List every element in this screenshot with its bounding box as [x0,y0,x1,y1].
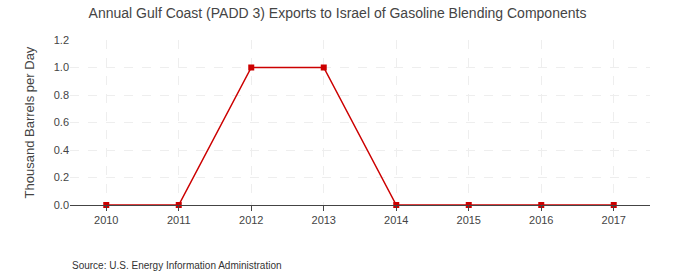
svg-text:0.6: 0.6 [54,116,69,128]
svg-text:Thousand Barrels per Day: Thousand Barrels per Day [22,46,37,198]
svg-text:2010: 2010 [94,214,118,226]
svg-text:2013: 2013 [312,214,336,226]
svg-text:Annual Gulf Coast (PADD 3) Exp: Annual Gulf Coast (PADD 3) Exports to Is… [89,5,587,21]
svg-text:2015: 2015 [457,214,481,226]
svg-text:0.0: 0.0 [54,199,69,211]
svg-text:2017: 2017 [602,214,626,226]
svg-text:2012: 2012 [239,214,263,226]
svg-text:0.2: 0.2 [54,171,69,183]
svg-text:1.2: 1.2 [54,34,69,46]
svg-text:2014: 2014 [384,214,408,226]
svg-text:0.8: 0.8 [54,89,69,101]
svg-text:0.4: 0.4 [54,144,69,156]
svg-text:2011: 2011 [167,214,191,226]
svg-text:2016: 2016 [529,214,553,226]
svg-text:Source: U.S. Energy Informatio: Source: U.S. Energy Information Administ… [72,260,282,271]
svg-text:1.0: 1.0 [54,61,69,73]
